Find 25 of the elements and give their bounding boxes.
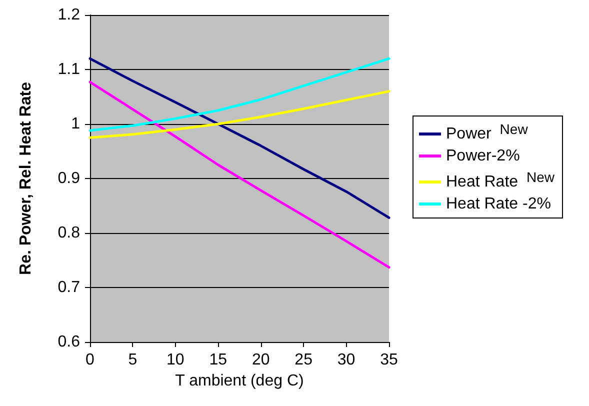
y-axis-title: Re. Power, Rel. Heat Rate [18, 82, 34, 275]
x-tick-label: 35 [380, 352, 398, 368]
x-tick-label: 15 [209, 352, 228, 368]
legend-label: Power-2% [446, 148, 520, 164]
x-tick-label: 25 [294, 352, 313, 368]
y-tick-label: 0.8 [58, 224, 80, 242]
x-tick-label: 30 [337, 352, 356, 368]
y-tick-label: 0.9 [58, 170, 80, 187]
line-series [88, 57, 390, 219]
y-tick-label: 0.7 [58, 279, 80, 296]
y-tick-label: 1.1 [58, 61, 80, 78]
x-axis-title: T ambient (deg C) [175, 372, 304, 390]
x-tick-label: 0 [86, 352, 95, 368]
x-tick-label: 10 [166, 352, 184, 368]
line-series [88, 90, 390, 139]
line-series [88, 57, 390, 132]
legend-label: Heat Rate New [446, 169, 556, 190]
y-tick-label: 1.2 [58, 6, 80, 24]
legend-label: Heat Rate -2% [446, 196, 551, 212]
y-tick-label: 1 [71, 116, 80, 132]
x-tick-label: 5 [128, 352, 138, 368]
legend-label: Power New [446, 121, 529, 142]
y-tick-label: 0.6 [58, 334, 80, 350]
line-series [88, 80, 390, 269]
x-tick-label: 20 [252, 352, 270, 368]
